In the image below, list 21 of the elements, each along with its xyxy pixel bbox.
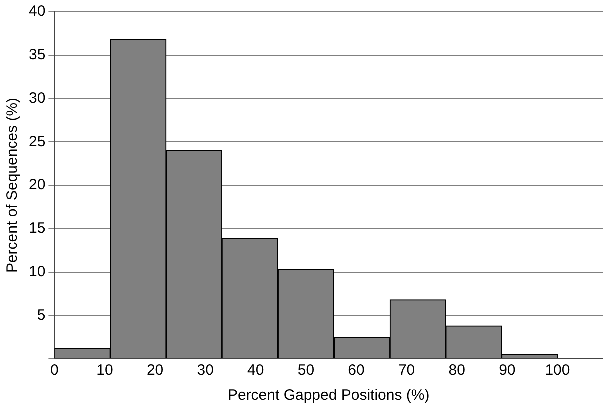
y-tick-label: 20 bbox=[28, 176, 46, 194]
y-tick-label: 5 bbox=[37, 306, 46, 324]
x-axis-title: Percent Gapped Positions (%) bbox=[228, 387, 430, 404]
x-tick-label: 80 bbox=[448, 362, 466, 380]
x-tick-label: 90 bbox=[499, 362, 516, 380]
y-tick-label: 35 bbox=[28, 46, 46, 64]
y-tick-label: 15 bbox=[28, 220, 46, 238]
x-tick-label: 30 bbox=[197, 362, 214, 380]
x-tick-label: 20 bbox=[146, 362, 164, 380]
y-tick-label: 40 bbox=[28, 3, 46, 20]
x-tick-label: 100 bbox=[545, 362, 570, 380]
y-tick-label: 30 bbox=[28, 90, 46, 107]
x-tick-label: 60 bbox=[348, 362, 365, 380]
x-tick-label: 50 bbox=[298, 362, 315, 380]
x-tick-label: 40 bbox=[248, 362, 264, 380]
y-tick-label: 10 bbox=[28, 263, 46, 280]
x-tick-label: 70 bbox=[398, 362, 416, 380]
x-tick-label: 0 bbox=[50, 362, 59, 380]
y-axis-title: Percent of Sequences (%) bbox=[4, 98, 22, 274]
x-tick-label: 10 bbox=[96, 362, 114, 380]
y-tick-label: 25 bbox=[28, 133, 46, 150]
